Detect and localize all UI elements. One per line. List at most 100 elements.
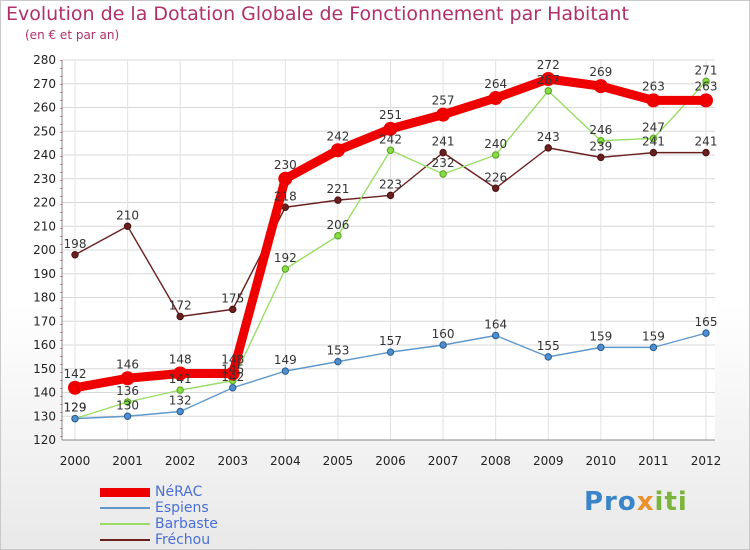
data-point-barbaste (491, 151, 500, 159)
data-point-nerac (593, 79, 608, 94)
data-label-frechou: 239 (589, 139, 612, 153)
data-label-espiens: 165 (695, 315, 718, 329)
data-label-barbaste: 267 (537, 73, 560, 87)
data-label-frechou: 243 (537, 130, 560, 144)
data-label-frechou: 218 (274, 189, 297, 203)
data-point-nerac (330, 143, 345, 158)
x-tick-label: 2000 (60, 454, 91, 468)
data-point-frechou (439, 148, 447, 157)
data-label-nerac: 242 (326, 129, 349, 143)
data-point-espiens (544, 353, 552, 361)
data-label-espiens: 157 (379, 334, 402, 348)
data-label-frechou: 226 (484, 170, 507, 184)
data-label-barbaste: 246 (589, 123, 612, 137)
data-label-espiens: 160 (432, 327, 455, 341)
data-label-barbaste: 136 (116, 384, 139, 398)
y-tick-label: 120 (33, 433, 56, 447)
legend-label-barbaste: Barbaste (155, 516, 218, 532)
data-label-barbaste: 271 (695, 63, 718, 77)
data-point-barbaste (702, 77, 710, 86)
y-tick-label: 210 (33, 219, 56, 233)
legend-swatch-espiens (100, 507, 150, 509)
data-point-espiens (281, 367, 290, 375)
x-tick-label: 2007 (428, 454, 459, 468)
y-tick-label: 190 (33, 267, 56, 281)
data-label-nerac: 251 (379, 108, 402, 122)
chart-subtitle: (en € et par an) (25, 28, 120, 42)
data-point-nerac (646, 93, 661, 108)
data-point-nerac (699, 93, 713, 108)
data-label-espiens: 129 (64, 401, 87, 415)
proxiti-logo: Proxiti (584, 487, 688, 517)
data-point-espiens (597, 343, 605, 352)
y-tick-label: 280 (33, 53, 56, 67)
data-label-frechou: 241 (642, 135, 665, 149)
x-tick-label: 2010 (586, 454, 617, 468)
data-point-espiens (123, 412, 132, 420)
data-point-frechou (334, 196, 342, 204)
data-label-espiens: 132 (169, 394, 192, 408)
data-label-nerac: 263 (695, 79, 718, 93)
data-point-frechou (544, 144, 552, 152)
y-tick-label: 180 (33, 291, 56, 305)
x-tick-label: 2001 (112, 454, 143, 468)
data-label-frechou: 172 (169, 299, 192, 313)
data-label-frechou: 221 (326, 182, 349, 196)
logo-part-1: Pro (584, 487, 637, 517)
legend-swatch-frechou (100, 539, 150, 541)
data-point-espiens (334, 357, 342, 366)
data-point-barbaste (123, 398, 132, 406)
data-point-nerac (488, 91, 503, 105)
x-tick-label: 2004 (270, 454, 301, 468)
data-point-frechou (649, 148, 658, 157)
data-point-frechou (176, 312, 184, 321)
data-point-barbaste (281, 265, 290, 273)
data-label-espiens: 155 (537, 339, 560, 353)
data-label-espiens: 149 (274, 353, 297, 367)
data-label-barbaste: 242 (379, 132, 402, 146)
data-point-nerac (225, 366, 240, 381)
data-point-frechou (386, 191, 395, 200)
data-label-frechou: 241 (432, 135, 455, 149)
x-tick-label: 2011 (638, 454, 669, 468)
data-label-nerac: 142 (64, 367, 87, 381)
data-label-espiens: 159 (589, 329, 612, 343)
data-label-barbaste: 247 (642, 120, 665, 134)
x-tick-label: 2003 (217, 454, 248, 468)
legend-label-nerac: NéRAC (155, 484, 203, 500)
x-tick-label: 2006 (375, 454, 406, 468)
data-label-espiens: 159 (642, 329, 665, 343)
data-point-espiens (71, 414, 79, 423)
data-point-frechou (597, 153, 605, 162)
y-tick-label: 250 (33, 124, 56, 138)
data-point-nerac (436, 107, 451, 122)
data-point-espiens (229, 384, 237, 392)
y-tick-label: 140 (33, 386, 56, 400)
data-point-nerac (541, 72, 556, 86)
data-point-nerac (383, 121, 398, 136)
data-label-barbaste: 206 (326, 218, 349, 232)
data-point-frechou (491, 184, 500, 192)
y-tick-label: 150 (33, 362, 56, 376)
data-label-nerac: 148 (221, 353, 244, 367)
data-label-barbaste: 145 (221, 363, 244, 377)
legend-swatch-barbaste (100, 523, 150, 525)
y-tick-label: 270 (33, 77, 56, 91)
data-label-barbaste: 240 (484, 137, 507, 151)
data-point-barbaste (544, 87, 552, 95)
data-point-barbaste (597, 137, 605, 145)
data-label-nerac: 148 (169, 353, 192, 367)
y-tick-label: 220 (33, 196, 56, 210)
data-point-espiens (386, 348, 395, 356)
data-point-frechou (123, 222, 132, 230)
x-tick-label: 2012 (691, 454, 722, 468)
data-label-frechou: 210 (116, 208, 139, 222)
data-label-espiens: 153 (326, 344, 349, 358)
x-tick-label: 2005 (323, 454, 354, 468)
data-label-frechou: 175 (221, 291, 244, 305)
y-tick-label: 240 (33, 148, 56, 162)
y-tick-label: 130 (33, 409, 56, 423)
data-point-nerac (120, 371, 135, 386)
logo-part-2: x (636, 487, 655, 517)
data-point-frechou (702, 148, 710, 157)
